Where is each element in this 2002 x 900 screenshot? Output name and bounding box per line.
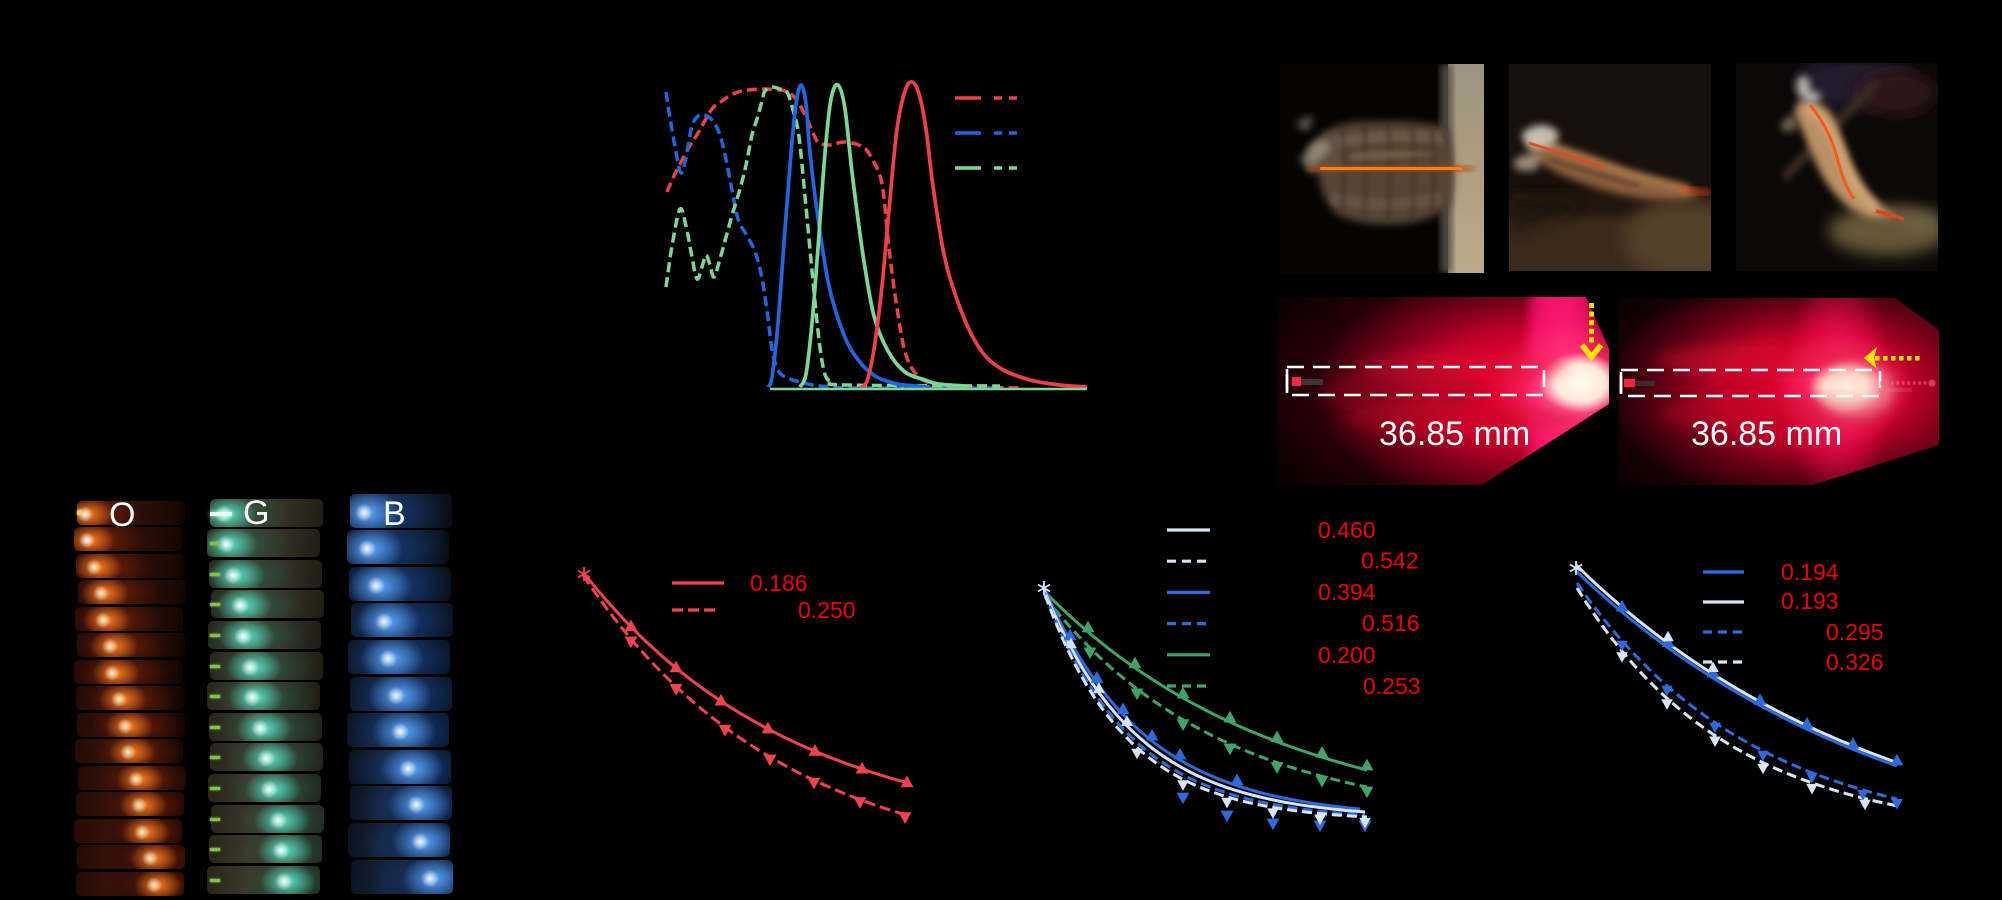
svg-text:0.394: 0.394 — [1318, 579, 1376, 605]
svg-text:0.186: 0.186 — [750, 570, 808, 596]
svg-text:0.250: 0.250 — [798, 597, 856, 623]
svg-text:0.516: 0.516 — [1362, 610, 1420, 636]
svg-text:0.193: 0.193 — [1781, 588, 1839, 614]
svg-text:0.460: 0.460 — [1318, 517, 1376, 543]
svg-text:0.295: 0.295 — [1826, 619, 1884, 645]
svg-text:0.253: 0.253 — [1363, 673, 1421, 699]
svg-text:0.200: 0.200 — [1318, 642, 1376, 668]
svg-text:0.542: 0.542 — [1361, 548, 1419, 574]
svg-text:0.194: 0.194 — [1781, 559, 1839, 585]
svg-text:0.326: 0.326 — [1826, 649, 1884, 675]
